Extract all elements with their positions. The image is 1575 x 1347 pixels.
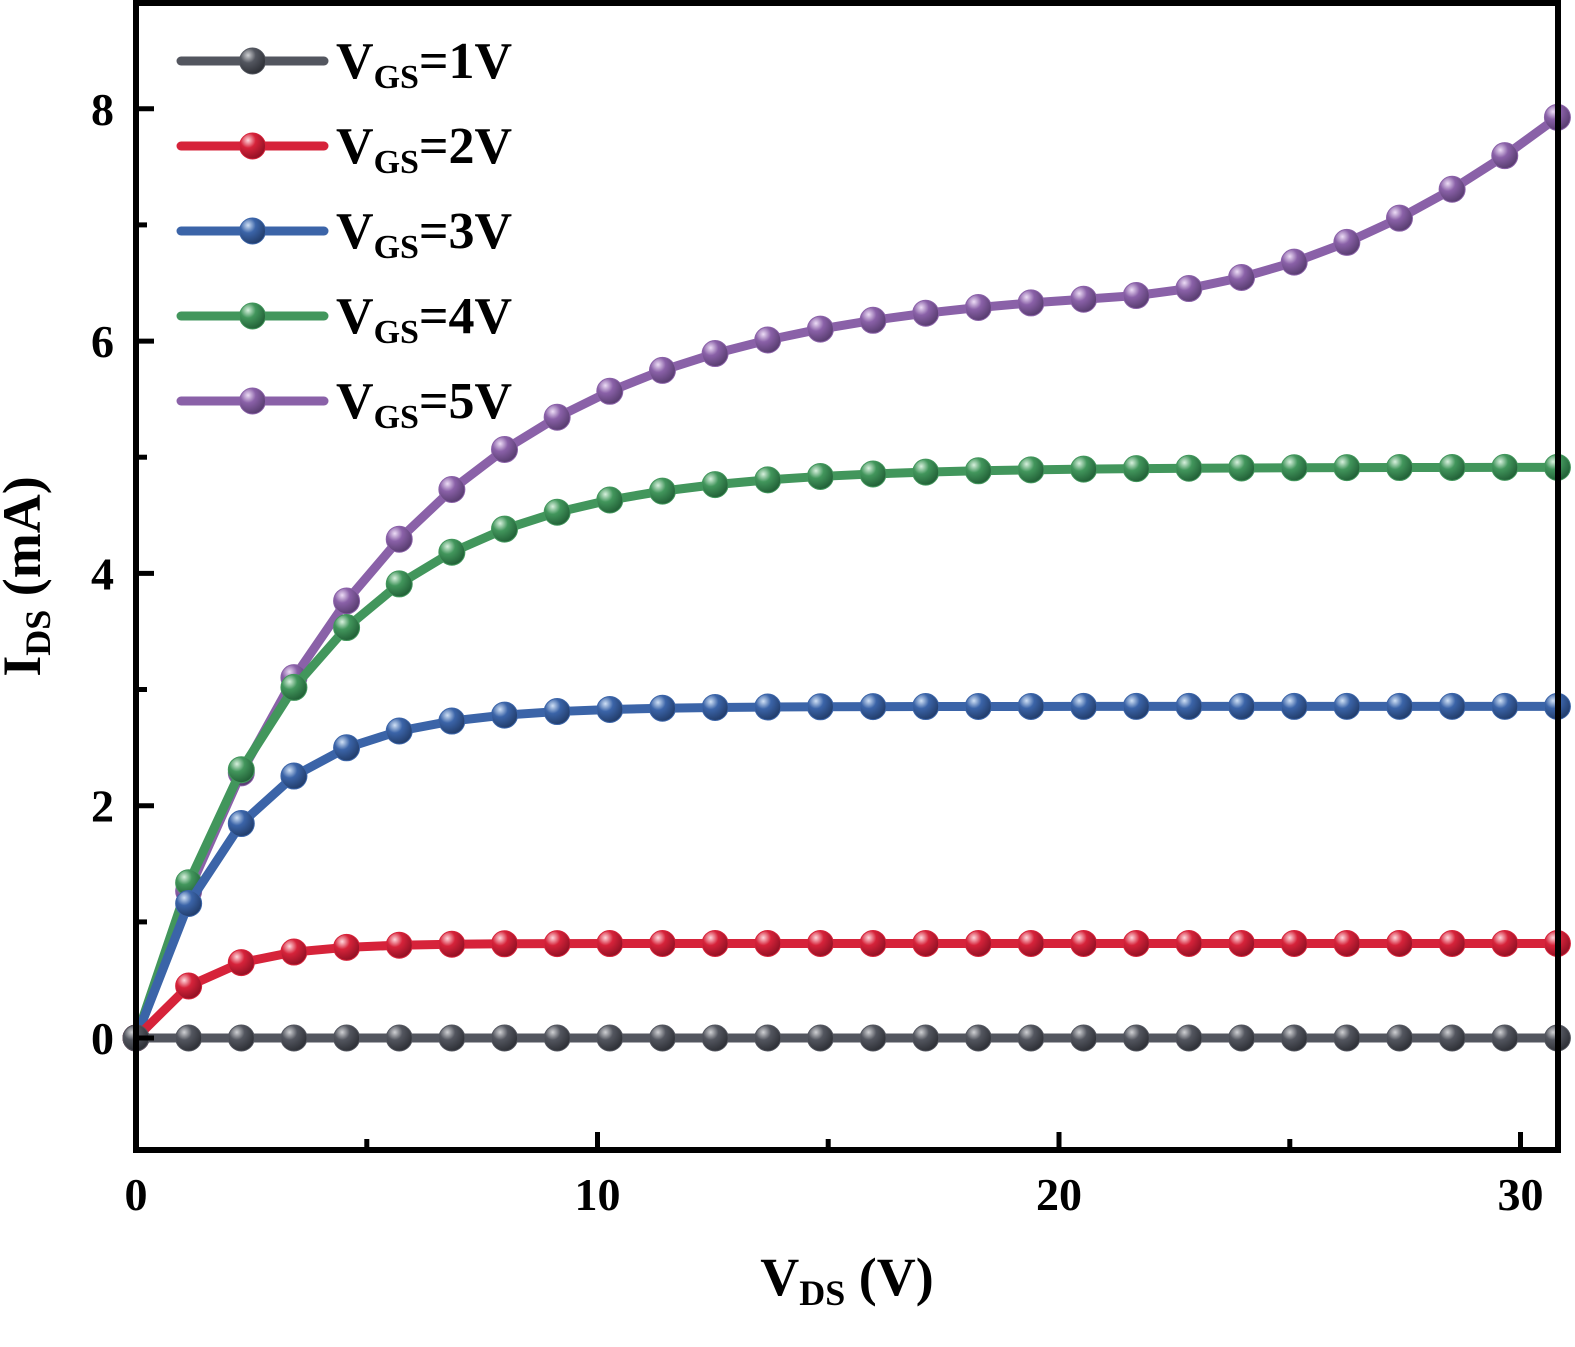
svg-text:VDS (V): VDS (V) xyxy=(760,1247,934,1313)
svg-text:0: 0 xyxy=(125,1169,148,1220)
svg-text:VGS=3V: VGS=3V xyxy=(336,203,512,266)
svg-text:2: 2 xyxy=(91,781,114,832)
svg-text:VGS=5V: VGS=5V xyxy=(336,373,512,436)
svg-text:VGS=2V: VGS=2V xyxy=(336,118,512,181)
svg-text:20: 20 xyxy=(1036,1169,1082,1220)
svg-text:6: 6 xyxy=(91,316,114,367)
svg-text:10: 10 xyxy=(575,1169,621,1220)
svg-text:8: 8 xyxy=(91,84,114,135)
svg-text:VGS=4V: VGS=4V xyxy=(336,288,512,351)
svg-text:30: 30 xyxy=(1498,1169,1544,1220)
svg-text:VGS=1V: VGS=1V xyxy=(336,33,512,96)
svg-text:4: 4 xyxy=(91,548,114,599)
svg-text:0: 0 xyxy=(91,1013,114,1064)
